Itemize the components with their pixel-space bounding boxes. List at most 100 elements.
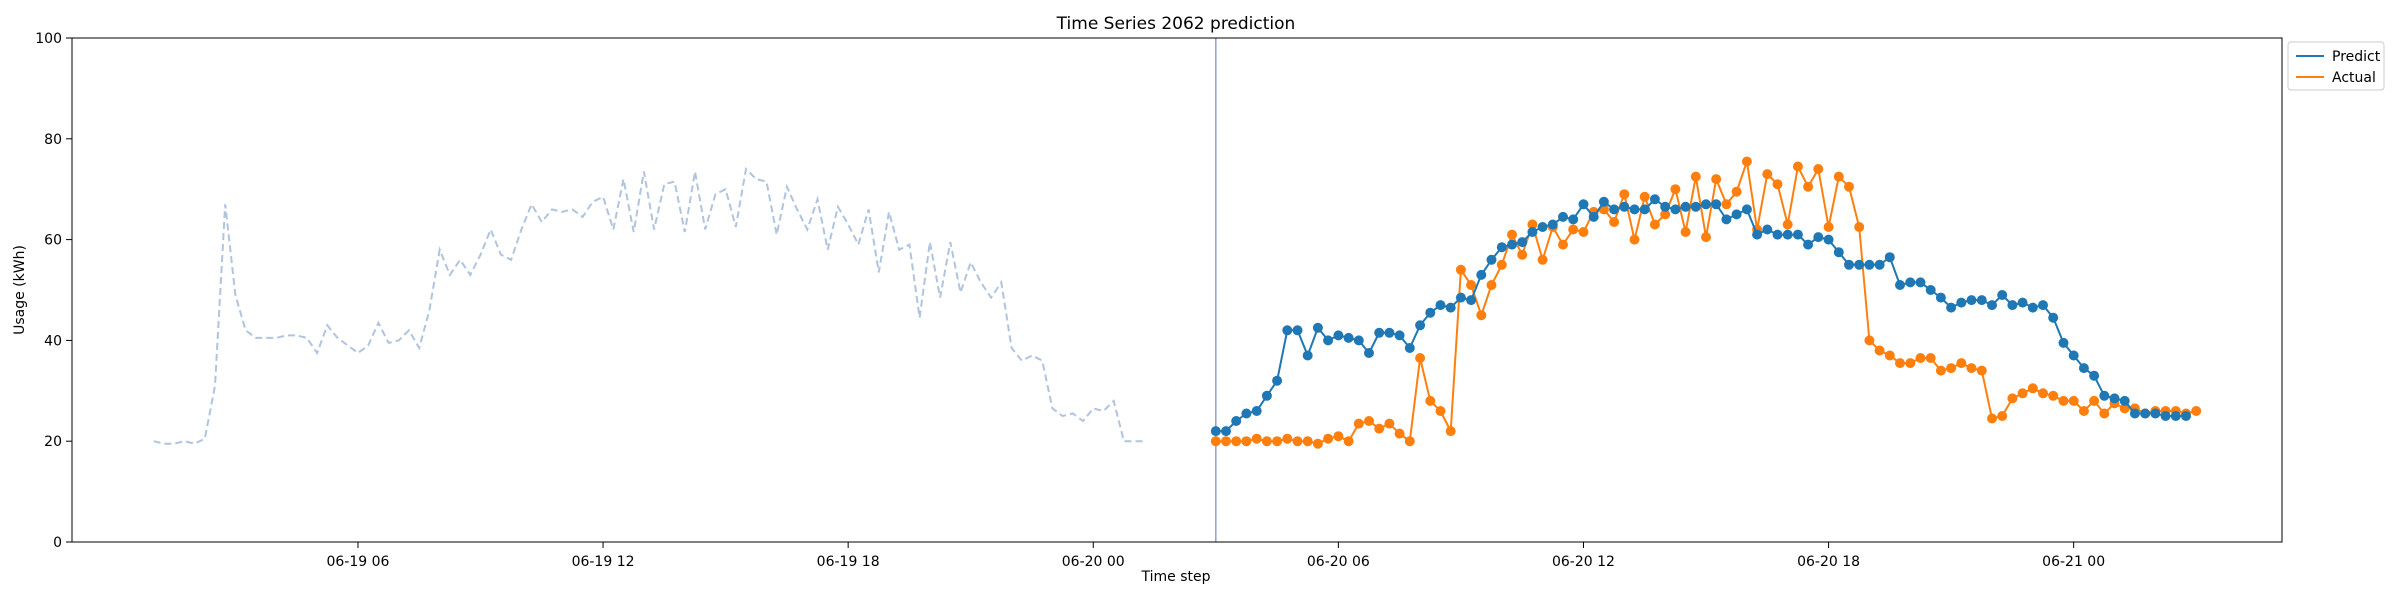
data-point [2007, 300, 2018, 311]
x-tick-label: 06-20 00 [1062, 554, 1125, 570]
legend-label: Actual [2332, 70, 2376, 86]
data-point [1844, 259, 1854, 270]
data-point [2099, 390, 2110, 401]
data-point [1629, 204, 1640, 215]
data-point [1670, 204, 1681, 215]
series-predict [1210, 194, 2191, 437]
data-point [1568, 224, 1579, 235]
data-point [1364, 348, 1374, 358]
data-point [1741, 156, 1752, 167]
data-point [1813, 164, 1824, 174]
data-point [1588, 211, 1599, 222]
data-point [1905, 277, 1916, 288]
data-point [1976, 365, 1987, 376]
data-point [1507, 229, 1517, 240]
data-point [2078, 406, 2089, 416]
data-point [1466, 295, 1477, 306]
data-point [1619, 189, 1630, 200]
data-point [1221, 436, 1231, 447]
data-point [1946, 302, 1957, 313]
data-point [1731, 186, 1742, 197]
data-point [1935, 292, 1946, 303]
data-point [1384, 418, 1395, 429]
y-tick-label: 60 [44, 233, 62, 249]
data-point [1527, 219, 1538, 230]
data-point [1261, 436, 1272, 447]
data-point [2048, 390, 2059, 401]
data-point [2058, 395, 2069, 406]
x-axis-label: Time step [1141, 569, 1211, 585]
data-point [1507, 239, 1517, 250]
data-point [1987, 300, 1997, 311]
data-point [1823, 222, 1834, 232]
data-point [2068, 395, 2079, 406]
data-point [1639, 204, 1650, 215]
data-point [1353, 418, 1364, 429]
data-point [2048, 312, 2059, 323]
data-point [2191, 406, 2202, 416]
data-point [1292, 325, 1303, 336]
data-point [2017, 388, 2028, 399]
data-point [1282, 325, 1293, 336]
data-point [2017, 297, 2028, 308]
data-point [1435, 300, 1446, 311]
data-point [1792, 229, 1803, 240]
data-point [1895, 280, 1905, 290]
data-point [1231, 436, 1242, 447]
data-point [1649, 219, 1660, 230]
data-point [1353, 335, 1364, 346]
data-point [1609, 217, 1620, 227]
data-point [1762, 169, 1773, 180]
data-point [2038, 300, 2048, 311]
data-point [1404, 343, 1415, 353]
data-point [2027, 383, 2038, 394]
data-point [1221, 426, 1231, 437]
axes: 0 20 40 60 80 100 06-19 06 06-19 12 06-19 18 06-2… [35, 31, 2105, 570]
data-point [1415, 353, 1426, 363]
data-point [1987, 413, 1997, 424]
data-point [1210, 426, 1221, 437]
data-point [1282, 433, 1293, 444]
data-point [1292, 436, 1303, 447]
data-point [2119, 403, 2130, 414]
data-point [1333, 330, 1344, 341]
data-point [1272, 436, 1283, 447]
x-tick-label: 06-20 18 [1797, 554, 1860, 570]
data-point [1312, 438, 1323, 449]
data-point [1854, 222, 1865, 232]
data-point [1455, 264, 1466, 275]
data-point [1517, 237, 1528, 248]
data-point [1527, 227, 1538, 237]
data-point [1833, 247, 1844, 258]
data-point [1609, 204, 1620, 215]
data-point [1639, 191, 1650, 202]
data-point [1772, 229, 1783, 240]
data-point [1874, 345, 1885, 356]
data-point [1752, 229, 1763, 240]
history-line [153, 166, 1145, 445]
data-point [1435, 406, 1446, 416]
data-point [1721, 214, 1732, 225]
data-point [1496, 259, 1507, 270]
data-point [2058, 337, 2069, 348]
data-point [1537, 254, 1548, 265]
data-point [1844, 181, 1854, 192]
data-point [1925, 285, 1936, 295]
data-point [1741, 204, 1752, 215]
data-point [1884, 350, 1895, 361]
data-point [1762, 224, 1773, 235]
data-point [1496, 242, 1507, 253]
data-point [1578, 227, 1589, 237]
data-point [1690, 171, 1701, 182]
data-point [1302, 350, 1313, 361]
data-point [1782, 229, 1793, 240]
data-point [1884, 252, 1895, 263]
data-point [1997, 290, 2008, 300]
data-point [1251, 433, 1262, 444]
data-point [1251, 406, 1262, 416]
data-point [1343, 332, 1354, 343]
data-point [1302, 436, 1313, 447]
data-point [1997, 411, 2008, 421]
data-point [2089, 395, 2100, 406]
